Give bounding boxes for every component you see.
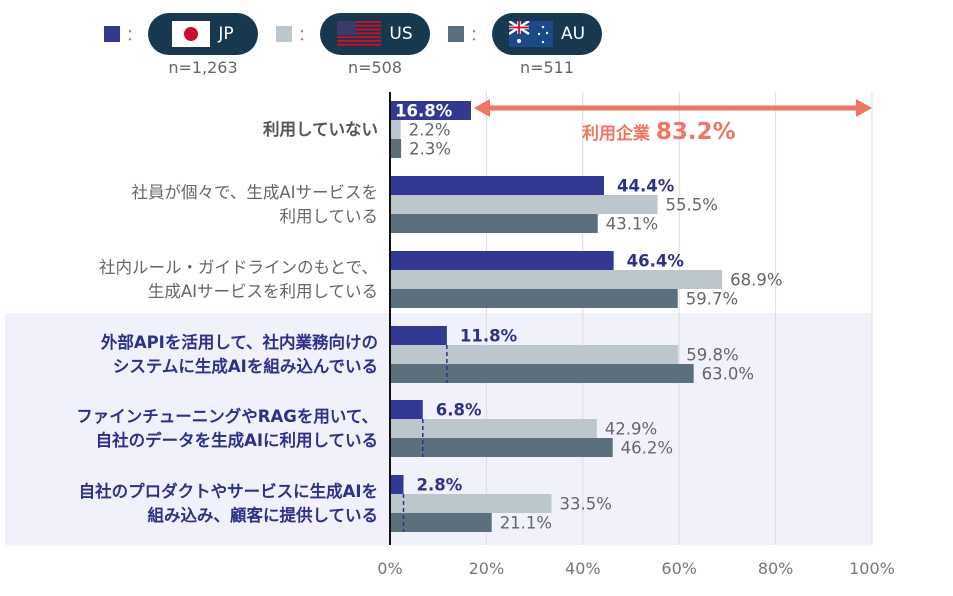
legend-swatch-jp — [104, 26, 120, 42]
legend-pill-us: US — [320, 13, 430, 55]
legend-swatch-au — [448, 26, 464, 42]
data-label: 2.2% — [409, 121, 451, 140]
data-label: 6.8% — [436, 401, 482, 420]
legend-sample-size: n=508 — [347, 58, 403, 77]
bar-au — [390, 364, 694, 383]
data-label: 16.8% — [395, 102, 453, 121]
data-label: 55.5% — [666, 196, 718, 215]
data-label: 2.3% — [409, 140, 451, 159]
legend-code: JP — [218, 24, 234, 44]
data-label: 44.4% — [617, 177, 675, 196]
data-label: 46.4% — [627, 252, 685, 271]
category-label: 自社のプロダクトやサービスに生成AIを 組み込み、顧客に提供している — [78, 481, 378, 525]
data-label: 33.5% — [559, 495, 611, 514]
data-label: 2.8% — [416, 476, 462, 495]
data-label: 11.8% — [460, 327, 518, 346]
data-label: 59.7% — [686, 290, 738, 309]
bar-jp — [390, 326, 447, 345]
bar-us — [390, 345, 679, 364]
bar-us — [390, 270, 723, 289]
data-label: 68.9% — [730, 271, 782, 290]
x-tick-label: 40% — [565, 559, 601, 578]
bar-us — [390, 419, 597, 438]
legend-pill-jp: JP — [148, 13, 258, 55]
x-tick-label: 0% — [377, 559, 402, 578]
bar-au — [390, 438, 613, 457]
arrow-head-right-icon — [856, 99, 872, 117]
bar-us — [390, 120, 401, 139]
x-tick-label: 80% — [758, 559, 794, 578]
bar-jp — [390, 176, 605, 195]
annotation-value: 83.2% — [656, 119, 736, 145]
bar-jp — [390, 475, 404, 494]
bar-us — [390, 494, 552, 513]
legend-colon: ： — [126, 25, 143, 44]
data-label: 59.8% — [686, 346, 738, 365]
legend-code: AU — [560, 24, 586, 44]
australia-flag-icon — [508, 21, 553, 47]
bar-jp — [390, 251, 614, 270]
x-tick-label: 60% — [661, 559, 697, 578]
category-label: ファインチューニングやRAGを用いて、 自社のデータを生成AIに利用している — [76, 406, 378, 450]
bar-au — [390, 214, 598, 233]
data-label: 43.1% — [606, 215, 658, 234]
us-flag-icon — [337, 21, 382, 47]
legend-code: US — [389, 24, 413, 44]
category-label: 利用していない — [262, 119, 378, 139]
category-label: 外部APIを活用して、社内業務向けの システムに生成AIを組み込んでいる — [100, 332, 378, 376]
category-label: 社員が個々で、生成AIサービスを 利用している — [131, 182, 379, 226]
legend-colon: ： — [298, 25, 315, 44]
bar-jp — [390, 400, 423, 419]
bar-jp — [390, 101, 471, 120]
data-label: 42.9% — [605, 420, 657, 439]
arrow-head-left-icon — [473, 99, 490, 117]
japan-flag-icon — [172, 21, 211, 47]
bar-us — [390, 195, 658, 214]
x-tick-label: 100% — [849, 559, 895, 578]
category-label: 社内ルール・ガイドラインのもとで、 生成AIサービスを利用している — [98, 257, 378, 301]
data-label: 63.0% — [702, 365, 754, 384]
annotation-text: 利用企業 83.2% — [582, 119, 736, 145]
legend-swatch-us — [276, 26, 292, 42]
x-tick-label: 20% — [469, 559, 505, 578]
legend-colon: ： — [470, 25, 487, 44]
annotation-label: 利用企業 — [582, 123, 656, 144]
bar-au — [390, 513, 492, 532]
data-label: 21.1% — [500, 514, 552, 533]
data-label: 46.2% — [621, 439, 673, 458]
bar-au — [390, 139, 402, 158]
legend-sample-size: n=511 — [519, 58, 575, 77]
bar-au — [390, 289, 678, 308]
legend-pill-au: AU — [492, 13, 602, 55]
legend-sample-size: n=1,263 — [168, 58, 238, 77]
